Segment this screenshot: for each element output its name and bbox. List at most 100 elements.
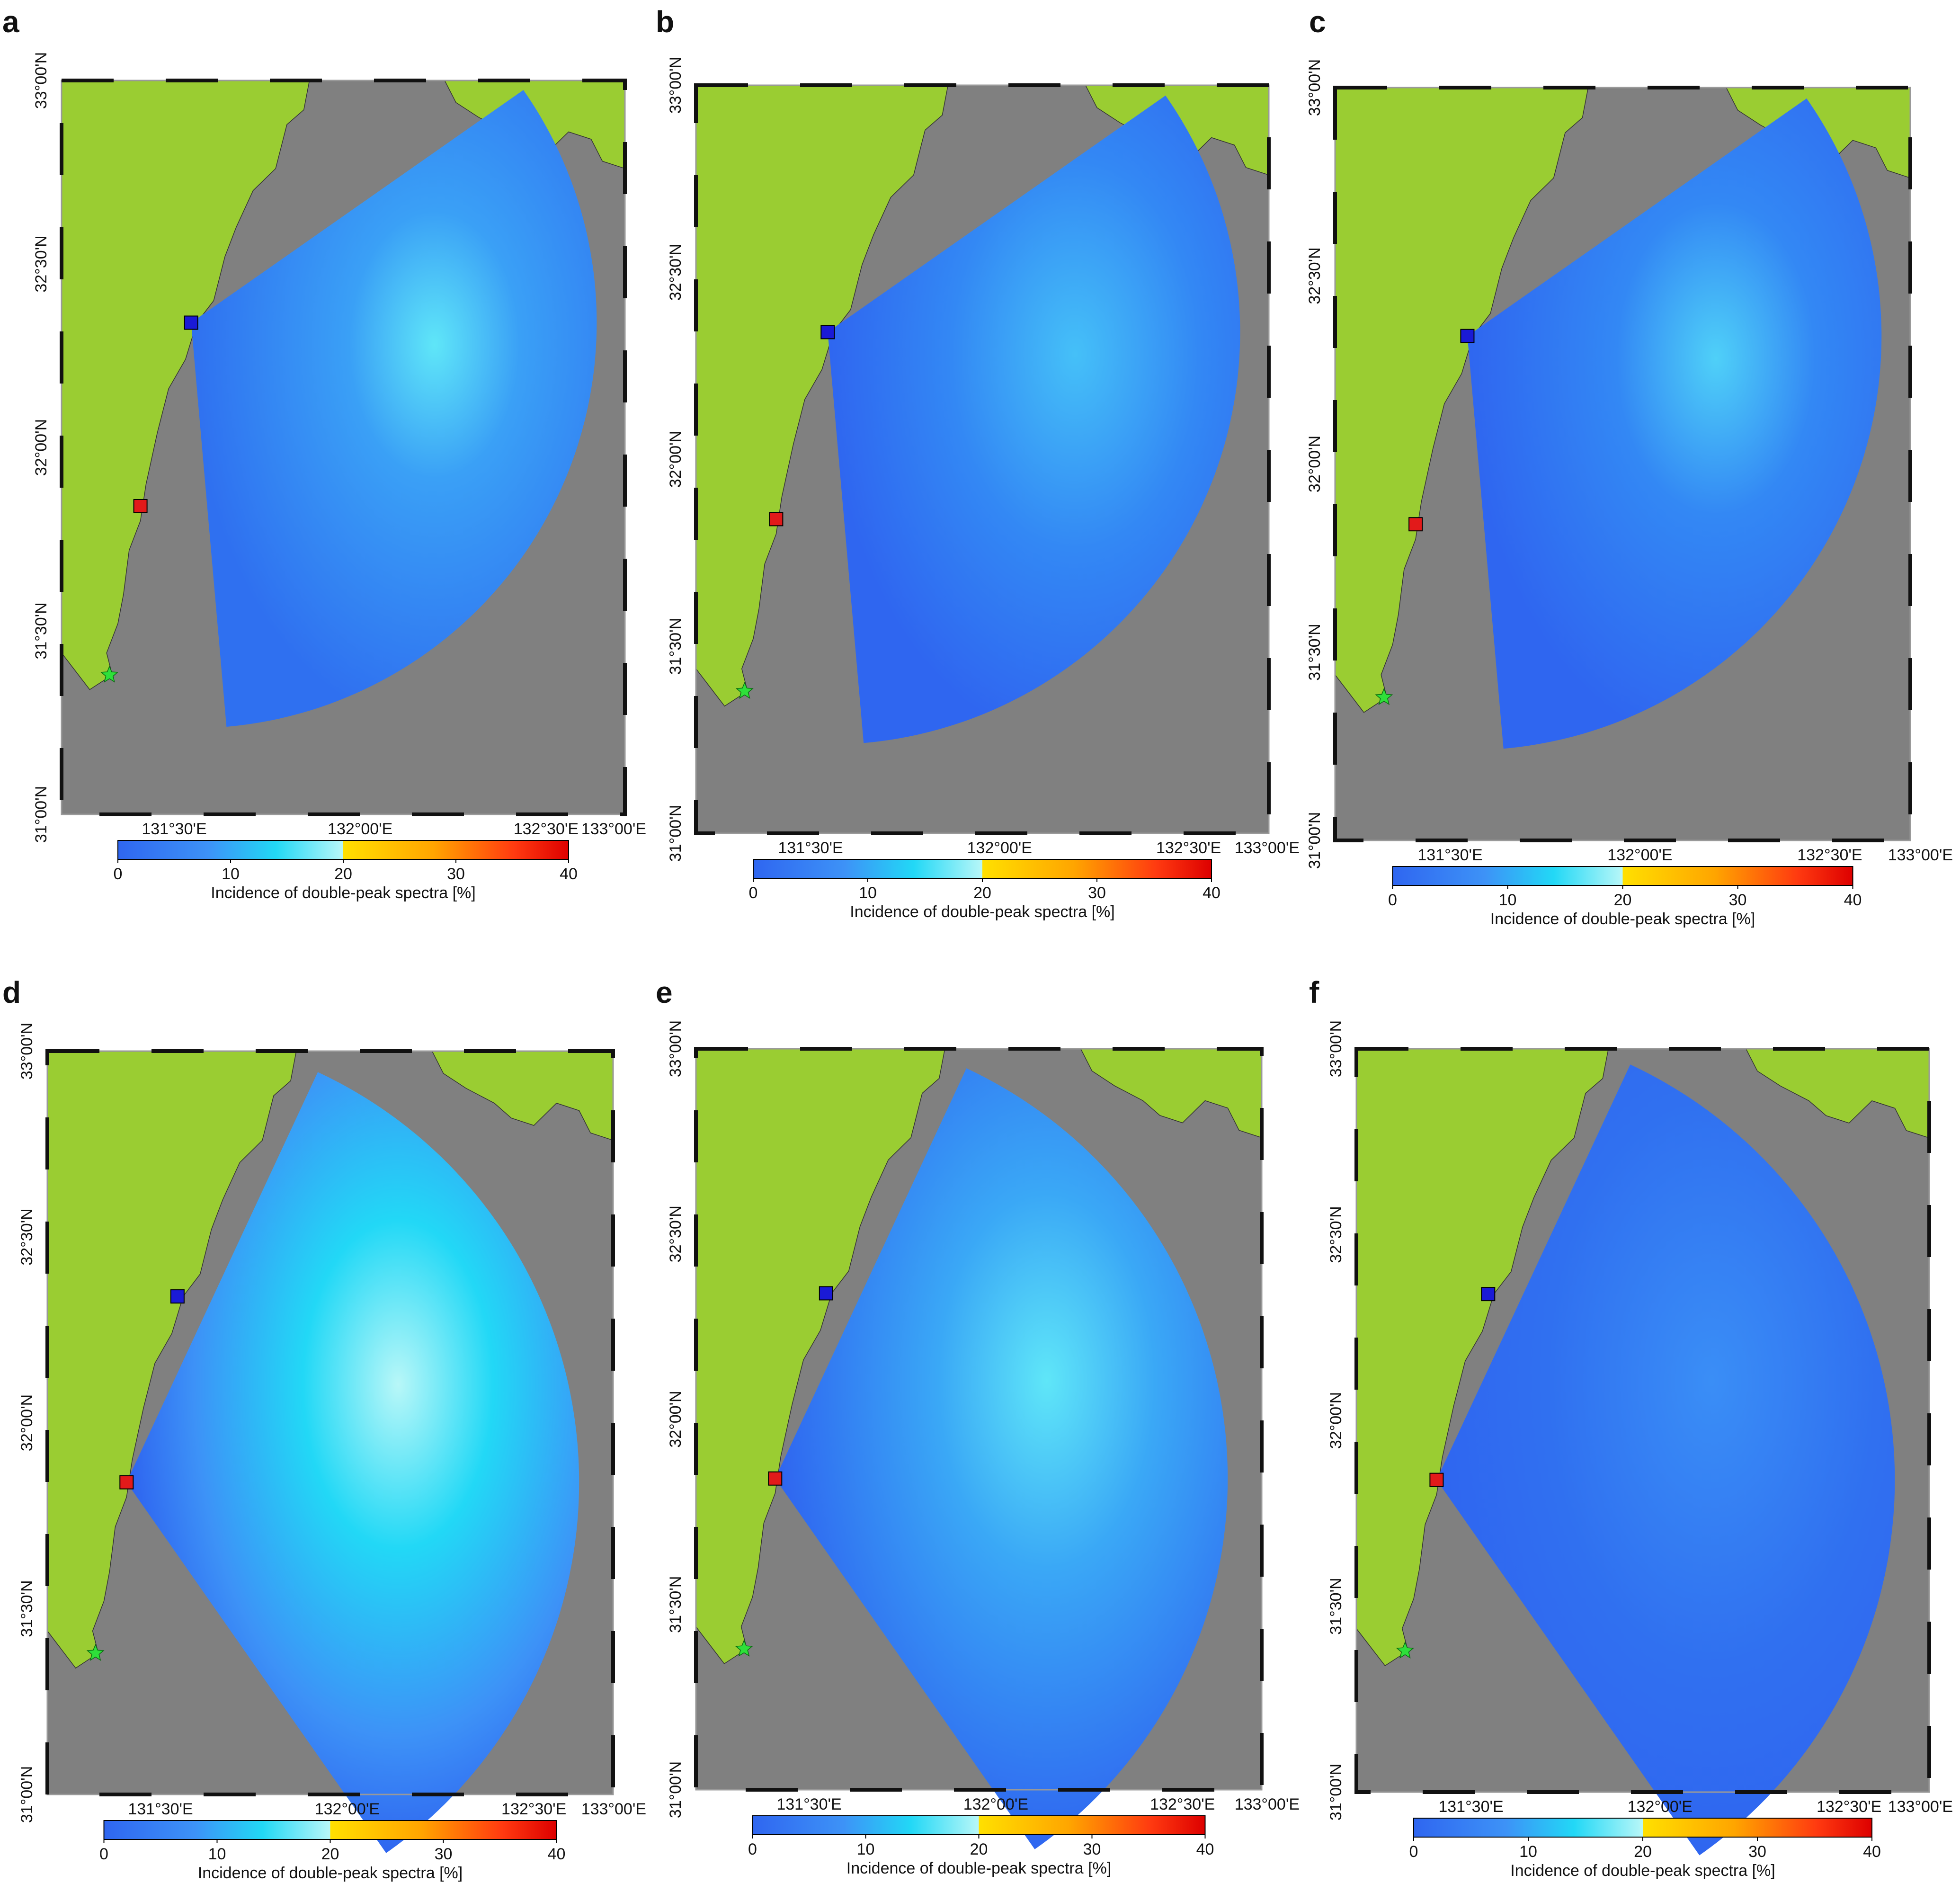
lat-tick-label: 33°00'N (32, 52, 50, 109)
lat-tick-label: 32°30'N (1327, 1206, 1345, 1263)
radar-coverage-area (1436, 1064, 1895, 1856)
colorbar-tick-label: 30 (1083, 1840, 1101, 1858)
colorbar-tick-label: 0 (749, 884, 758, 902)
lat-tick-label: 32°30'N (667, 1205, 685, 1262)
lat-tick-label: 32°30'N (1306, 247, 1324, 304)
lat-tick-label: 32°00'N (667, 431, 685, 488)
colorbar-label: Incidence of double-peak spectra [%] (211, 884, 475, 902)
lon-tick-label: 132°00'E (1607, 846, 1672, 864)
lon-tick-label: 132°00'E (967, 839, 1032, 857)
colorbar (1413, 1818, 1872, 1838)
lat-tick-label: 31°00'N (667, 1761, 685, 1818)
map-panel-f: f 31°00'N 31°30'N 32°00'N 32°30'N 33°00'N 131°… (1309, 975, 1953, 1880)
map-panel-b: b 31°00'N 31°30'N 32°00'N 32°30'N 33°00'N 131°… (656, 5, 1300, 921)
lat-tick-label: 31°30'N (1327, 1578, 1345, 1634)
radar-coverage-area (828, 95, 1240, 743)
lon-tick-label: 131°30'E (778, 839, 843, 857)
colorbar-tick-label: 10 (208, 1845, 226, 1863)
star-marker (1396, 1641, 1414, 1659)
map-panel-d: d 31°00'N 31°30'N 32°00'N 32°30'N 33°00'N 131°… (2, 975, 646, 1882)
colorbar-tick-label: 40 (1203, 884, 1221, 902)
colorbar-tick-label: 10 (857, 1840, 875, 1858)
lat-tick-label: 31°00'N (18, 1766, 36, 1823)
lat-tick-label: 32°30'N (667, 244, 685, 301)
lat-tick-label: 33°00'N (1327, 1020, 1345, 1077)
colorbar-tick-label: 20 (1634, 1843, 1652, 1861)
lat-tick-label: 32°00'N (667, 1391, 685, 1447)
radar-site-blue (170, 1289, 185, 1304)
panel-label: a (2, 5, 19, 39)
colorbar-tick-label: 20 (334, 865, 352, 883)
star-marker (100, 665, 119, 683)
colorbar-tick-label: 30 (447, 865, 465, 883)
lon-tick-label: 132°00'E (1628, 1798, 1693, 1816)
lat-tick-label: 33°00'N (667, 57, 685, 114)
lat-tick-label: 31°30'N (667, 618, 685, 675)
lat-tick-label: 32°30'N (18, 1208, 36, 1265)
star-marker (86, 1643, 105, 1661)
panel-label: c (1309, 5, 1326, 39)
colorbar-tick-label: 40 (1844, 891, 1862, 909)
colorbar-tick-label: 0 (99, 1845, 108, 1863)
colorbar-tick-label: 20 (970, 1840, 988, 1858)
radar-site-red (1429, 1473, 1444, 1487)
panel-label: b (656, 5, 674, 39)
lat-tick-label: 31°30'N (1306, 624, 1324, 680)
lat-tick-label: 31°00'N (1327, 1764, 1345, 1821)
colorbar-tick-label: 10 (859, 884, 877, 902)
radar-coverage-area (191, 90, 597, 727)
lon-tick-label: 132°00'E (328, 820, 392, 838)
colorbar (753, 859, 1212, 879)
lon-tick-label: 132°30'E (514, 820, 579, 838)
lon-tick-label: 131°30'E (776, 1795, 841, 1813)
lat-tick-label: 31°00'N (32, 786, 50, 843)
colorbar-tick-label: 20 (1614, 891, 1632, 909)
colorbar-tick-label: 40 (548, 1845, 566, 1863)
colorbar-label: Incidence of double-peak spectra [%] (850, 903, 1114, 921)
lon-tick-label: 133°00'E (1888, 846, 1953, 864)
lon-tick-label: 131°30'E (128, 1800, 193, 1818)
lon-tick-label: 132°00'E (315, 1800, 380, 1818)
colorbar-tick-label: 20 (973, 884, 991, 902)
panel-label: e (656, 975, 673, 1009)
colorbar (117, 840, 569, 860)
map-frame-dashes (694, 83, 1271, 835)
radar-coverage-area (1467, 98, 1882, 749)
colorbar-tick-label: 0 (1388, 891, 1397, 909)
radar-site-blue (820, 325, 835, 339)
radar-site-red (133, 499, 148, 513)
map-panel-e: e 31°00'N 31°30'N 32°00'N 32°30'N 33°00'N 131°… (656, 975, 1300, 1877)
colorbar-tick-label: 10 (222, 865, 240, 883)
lon-tick-label: 131°30'E (1438, 1798, 1503, 1816)
lat-tick-label: 32°00'N (18, 1394, 36, 1451)
colorbar-label: Incidence of double-peak spectra [%] (198, 1864, 463, 1882)
panels-container: a 31°00'N 31°30'N 32°00'N 32°30'N 33°00'N 131°… (2, 5, 1953, 1882)
lon-tick-label: 133°00'E (1888, 1798, 1953, 1816)
lon-tick-label: 131°30'E (142, 820, 206, 838)
star-marker (1375, 687, 1393, 705)
lon-tick-label: 132°30'E (501, 1800, 566, 1818)
star-marker (735, 681, 754, 699)
lon-tick-label: 133°00'E (581, 1800, 646, 1818)
colorbar-tick-label: 40 (1863, 1843, 1881, 1861)
lat-tick-label: 33°00'N (667, 1020, 685, 1077)
colorbar-tick-label: 0 (748, 1840, 757, 1858)
colorbar-tick-label: 40 (1196, 1840, 1214, 1858)
radar-site-red (769, 512, 784, 527)
map-frame-dashes (1333, 86, 1912, 842)
panel-label: d (2, 975, 21, 1009)
lat-tick-label: 31°30'N (18, 1580, 36, 1637)
radar-coverage-area (126, 1072, 579, 1853)
colorbar-tick-label: 0 (114, 865, 123, 883)
lat-tick-label: 31°30'N (32, 602, 50, 659)
radar-site-red (768, 1471, 783, 1486)
colorbar-tick-label: 40 (560, 865, 578, 883)
lon-tick-label: 133°00'E (1235, 839, 1300, 857)
map-panel-c: c 31°00'N 31°30'N 32°00'N 32°30'N 33°00'N 131°… (1306, 5, 1953, 928)
lat-tick-label: 32°00'N (32, 419, 50, 476)
colorbar-label: Incidence of double-peak spectra [%] (846, 1859, 1111, 1877)
colorbar-tick-label: 20 (321, 1845, 339, 1863)
map-frame-dashes (60, 79, 627, 816)
lat-tick-label: 31°00'N (1306, 812, 1324, 869)
